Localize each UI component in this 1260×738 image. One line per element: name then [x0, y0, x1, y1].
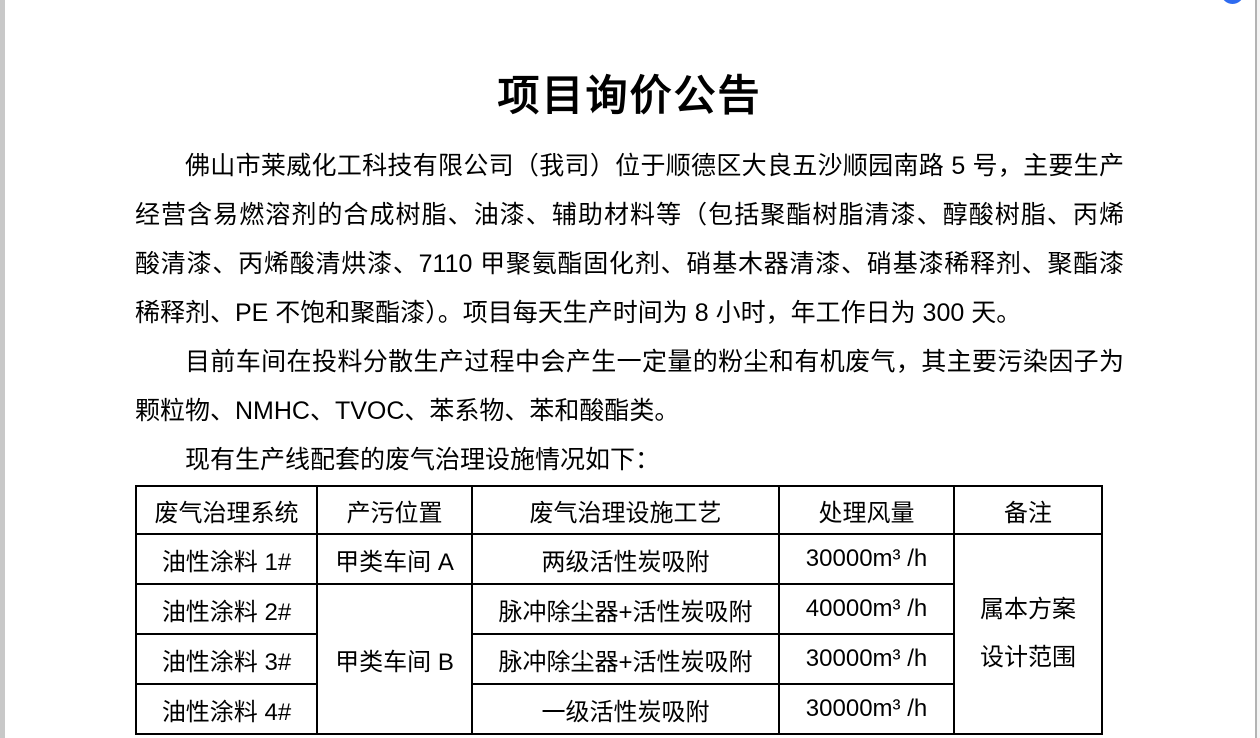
document-page: 项目询价公告 佛山市莱威化工科技有限公司（我司）位于顺德区大良五沙顺园南路 5 …	[135, 0, 1124, 735]
cell-location: 甲类车间 B	[316, 583, 473, 735]
paragraph-line-3: 酸清漆、丙烯酸清烘漆、7110 甲聚氨酯固化剂、硝基木器清漆、硝基漆稀释剂、聚酯…	[135, 250, 1124, 278]
cell-process: 两级活性炭吸附	[471, 533, 780, 585]
table-row: 油性涂料 3# 脉冲除尘器+活性炭吸附 30000m³ /h	[135, 633, 1102, 685]
header-system: 废气治理系统	[135, 485, 318, 535]
cell-process: 脉冲除尘器+活性炭吸附	[471, 583, 780, 635]
paragraph-line-1: 佛山市莱威化工科技有限公司（我司）位于顺德区大良五沙顺园南路 5 号，主要生产	[185, 152, 1124, 180]
header-process: 废气治理设施工艺	[471, 485, 780, 535]
app-background-left-edge	[0, 0, 5, 738]
cell-process: 脉冲除尘器+活性炭吸附	[471, 633, 780, 685]
paragraph-line-7: 现有生产线配套的废气治理设施情况如下：	[185, 446, 661, 474]
cell-airflow: 30000m³ /h	[778, 533, 955, 585]
header-remark: 备注	[953, 485, 1103, 535]
table-row: 油性涂料 2# 甲类车间 B 脉冲除尘器+活性炭吸附 40000m³ /h	[135, 583, 1102, 735]
paragraph-line-2: 经营含易燃溶剂的合成树脂、油漆、辅助材料等（包括聚酯树脂清漆、醇酸树脂、丙烯	[135, 201, 1124, 229]
cell-remark: 属本方案 设计范围	[953, 533, 1103, 735]
cell-process: 一级活性炭吸附	[471, 683, 780, 735]
cell-system: 油性涂料 1#	[135, 533, 318, 585]
app-background-right-edge	[1257, 0, 1260, 738]
remark-line-1: 属本方案	[980, 596, 1076, 623]
header-airflow: 处理风量	[778, 485, 955, 535]
floating-assistant-button[interactable]	[1221, 0, 1244, 4]
paragraph-line-4: 稀释剂、PE 不饱和聚酯漆）。项目每天生产时间为 8 小时，年工作日为 300 …	[135, 299, 1022, 327]
cell-system: 油性涂料 2#	[135, 583, 318, 635]
table-header-row: 废气治理系统 产污位置 废气治理设施工艺 处理风量 备注	[135, 485, 1103, 535]
table-row: 油性涂料 4# 一级活性炭吸附 30000m³ /h	[135, 683, 1102, 735]
remark-line-2: 设计范围	[980, 644, 1076, 671]
page-right-border	[1255, 0, 1257, 738]
paragraph-line-5: 目前车间在投料分散生产过程中会产生一定量的粉尘和有机废气，其主要污染因子为	[185, 348, 1124, 376]
cell-airflow: 30000m³ /h	[778, 633, 955, 685]
cell-system: 油性涂料 4#	[135, 683, 318, 735]
cell-system: 油性涂料 3#	[135, 633, 318, 685]
table-row: 油性涂料 1# 甲类车间 A 两级活性炭吸附 30000m³ /h 属本方案 设…	[135, 533, 1103, 735]
waste-gas-facility-table: 废气治理系统 产污位置 废气治理设施工艺 处理风量 备注 油性涂料 1# 甲类车…	[135, 485, 1103, 735]
cell-airflow: 30000m³ /h	[778, 683, 955, 735]
cell-airflow: 40000m³ /h	[778, 583, 955, 635]
paragraph-line-6: 颗粒物、NMHC、TVOC、苯系物、苯和酸酯类。	[135, 397, 680, 425]
page-title: 项目询价公告	[497, 72, 762, 119]
document-body: 佛山市莱威化工科技有限公司（我司）位于顺德区大良五沙顺园南路 5 号，主要生产 …	[135, 142, 1124, 485]
cell-location: 甲类车间 A	[316, 533, 473, 585]
header-location: 产污位置	[316, 485, 473, 535]
